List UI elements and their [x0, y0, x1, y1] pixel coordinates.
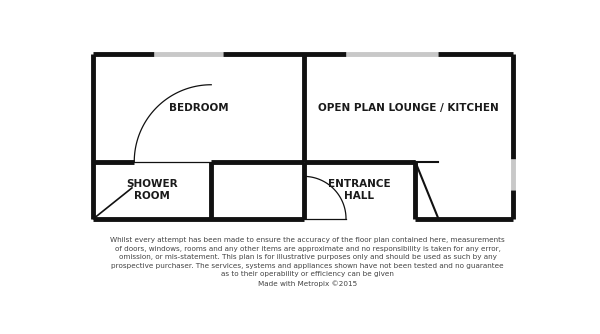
- Text: Whilst every attempt has been made to ensure the accuracy of the floor plan cont: Whilst every attempt has been made to en…: [110, 237, 505, 287]
- Text: BEDROOM: BEDROOM: [169, 103, 229, 113]
- Text: SHOWER
ROOM: SHOWER ROOM: [127, 179, 178, 201]
- Text: OPEN PLAN LOUNGE / KITCHEN: OPEN PLAN LOUNGE / KITCHEN: [318, 103, 499, 113]
- Text: ENTRANCE
HALL: ENTRANCE HALL: [328, 179, 391, 201]
